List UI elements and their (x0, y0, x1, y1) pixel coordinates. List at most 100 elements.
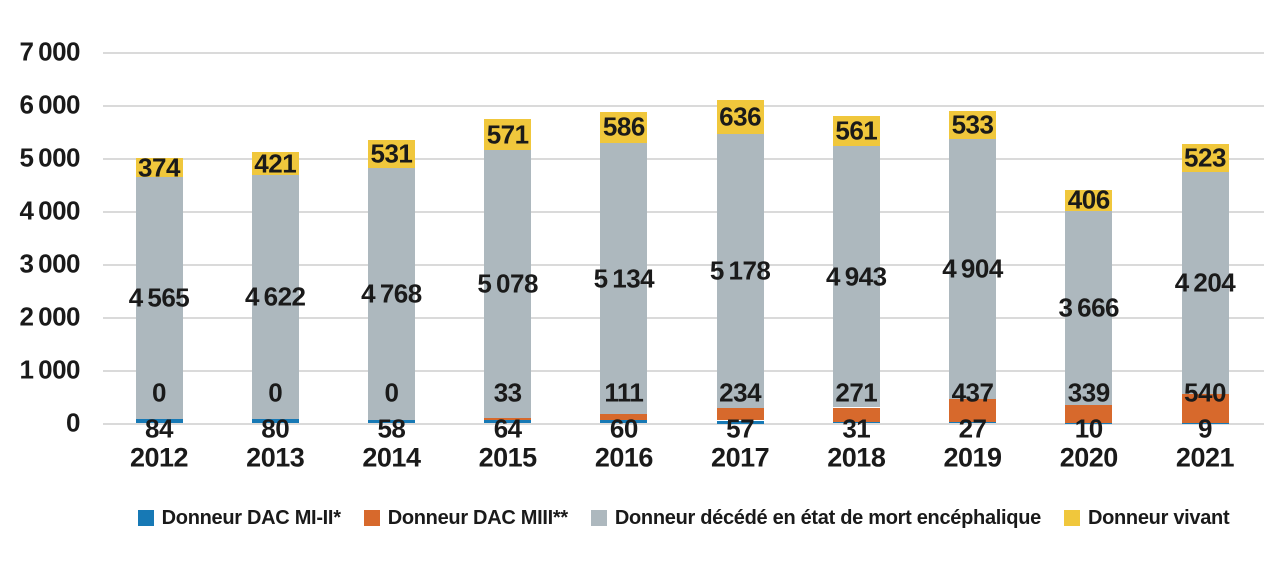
bar-segment-vivant (832, 116, 880, 146)
value-label: 64 (493, 413, 522, 443)
bar-segment-vivant (716, 100, 764, 135)
bar-segment-dac-mi-ii (1181, 423, 1229, 424)
legend-color-swatch (363, 510, 380, 526)
value-label: 80 (261, 413, 290, 443)
bar-segment-dac-miii (1065, 405, 1113, 423)
value-label: 0 (152, 377, 166, 408)
gridline (103, 263, 1264, 266)
legend-item: Donneur DAC MI-II* (137, 506, 341, 530)
value-label: 523 (1184, 142, 1226, 173)
value-label: 4 204 (1174, 267, 1236, 298)
bar-segment-vivant (367, 140, 415, 169)
bar-segment-dac-mi-ii (135, 419, 183, 424)
bar-segment-dac-mi-ii (1065, 423, 1113, 424)
bar-segment-dac-miii (484, 418, 532, 421)
gridline (103, 316, 1264, 319)
value-label: 586 (602, 111, 645, 142)
value-label: 339 (1067, 377, 1110, 408)
value-label: 561 (835, 115, 878, 146)
value-label: 234 (719, 377, 762, 408)
bar-segment-dac-miii (1181, 394, 1229, 423)
bar-segment-mort-encephalique (1181, 171, 1229, 395)
value-label: 636 (719, 101, 762, 132)
value-label: 111 (604, 377, 644, 408)
bar-segment-vivant (484, 119, 532, 150)
legend-label: Donneur décédé en état de mort encéphali… (614, 506, 1041, 529)
value-label: 9 (1197, 413, 1212, 443)
gridline (103, 104, 1264, 107)
bar-segment-mort-encephalique (251, 174, 299, 420)
legend-color-swatch (137, 510, 154, 526)
bar-segment-dac-mi-ii (600, 420, 648, 424)
value-label: 4 565 (128, 282, 190, 313)
legend-color-swatch (590, 510, 607, 526)
x-axis-category-label: 2013 (246, 442, 305, 473)
gridline (103, 422, 1264, 425)
bar-segment-mort-encephalique (600, 142, 648, 415)
x-axis-category-label: 2018 (827, 442, 886, 473)
bar-segment-vivant (135, 157, 183, 178)
bar-segment-dac-mi-ii (484, 420, 532, 424)
value-label: 27 (958, 413, 987, 443)
x-axis-category-label: 2016 (594, 442, 654, 473)
gridline (103, 210, 1264, 213)
value-label: 5 134 (593, 263, 655, 294)
value-label: 4 622 (244, 281, 306, 312)
x-axis-category-label: 2019 (943, 442, 1002, 473)
value-label: 84 (145, 413, 173, 443)
value-label: 374 (138, 152, 180, 182)
value-label: 57 (726, 413, 755, 443)
x-axis-category-label: 2012 (129, 442, 189, 473)
value-label: 4 768 (361, 278, 422, 309)
y-axis-tick-label: 2 000 (19, 300, 80, 331)
y-axis-tick-label: 7 000 (19, 36, 80, 67)
y-axis-tick-label: 3 000 (19, 247, 80, 278)
y-axis-tick-label: 6 000 (19, 89, 80, 120)
value-label: 33 (493, 377, 522, 408)
bar-segment-vivant (1181, 144, 1229, 172)
legend-label: Donneur DAC MI-II* (161, 506, 341, 529)
bar-segment-dac-miii (716, 408, 764, 421)
y-axis-tick-label: 5 000 (19, 142, 80, 173)
legend-item: Donneur DAC MIII** (363, 507, 568, 530)
bar-segment-dac-miii (949, 398, 996, 422)
value-label: 0 (384, 377, 399, 408)
x-axis-category-label: 2020 (1059, 442, 1119, 473)
value-label: 3 666 (1058, 292, 1120, 323)
gridline (103, 157, 1264, 160)
value-label: 421 (254, 148, 297, 178)
bar-segment-vivant (600, 111, 648, 143)
bar-segment-dac-mi-ii (832, 421, 880, 424)
value-label: 533 (951, 109, 994, 140)
value-label: 437 (951, 377, 994, 408)
x-axis-category-label: 2014 (362, 442, 421, 473)
legend-label: Donneur vivant (1087, 506, 1230, 529)
y-axis-tick-label: 0 (66, 406, 80, 437)
bar-segment-mort-encephalique (949, 139, 996, 399)
value-label: 4 904 (942, 253, 1003, 284)
x-axis-category-label: 2021 (1175, 442, 1235, 473)
value-label: 10 (1074, 413, 1103, 443)
legend: Donneur DAC MI-II* Donneur DAC MIII** Donn… (103, 506, 1264, 530)
bar-segment-vivant (251, 152, 299, 175)
bar-segment-mort-encephalique (1065, 211, 1113, 405)
value-label: 540 (1184, 377, 1226, 408)
bar-segment-vivant (1065, 189, 1113, 211)
value-label: 5 078 (477, 268, 538, 299)
legend-item: Donneur vivant (1063, 506, 1230, 530)
value-label: 60 (609, 413, 638, 443)
bar-segment-dac-mi-ii (367, 420, 415, 424)
bar-segment-dac-miii (832, 407, 880, 422)
bar-segment-mort-encephalique (716, 134, 764, 409)
x-axis-category-label: 2017 (711, 442, 770, 473)
value-label: 58 (377, 413, 406, 443)
value-label: 571 (486, 119, 529, 149)
value-label: 0 (268, 377, 283, 408)
x-axis-category-label: 2015 (478, 442, 538, 473)
bar-segment-mort-encephalique (832, 145, 880, 408)
legend-color-swatch (1063, 510, 1080, 526)
bar-segment-vivant (949, 111, 996, 140)
legend-item: Donneur décédé en état de mort encéphali… (590, 506, 1041, 530)
y-axis-tick-label: 4 000 (19, 195, 80, 226)
